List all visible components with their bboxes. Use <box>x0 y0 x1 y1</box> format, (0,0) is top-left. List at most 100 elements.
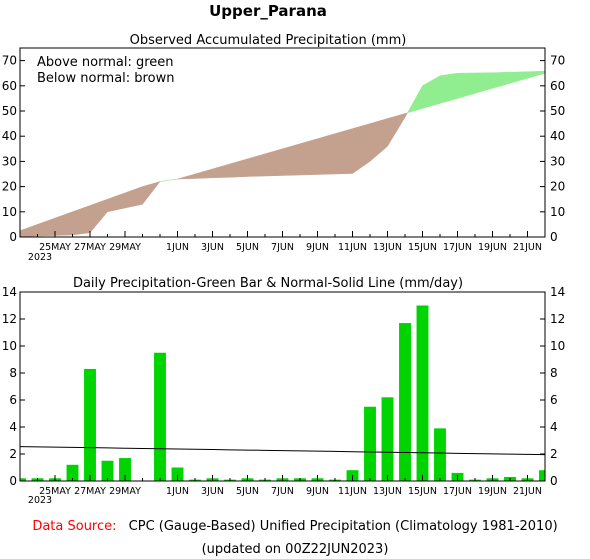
daily-x-label: 21JUN <box>513 486 542 497</box>
below-normal-area <box>404 112 409 119</box>
above-normal-area <box>439 72 458 104</box>
daily-bar <box>381 397 394 481</box>
accumulated-chart: Observed Accumulated Precipitation (mm) … <box>2 33 566 263</box>
accumulated-y-label-left: 0 <box>9 230 17 244</box>
daily-y-label-right: 8 <box>550 366 558 380</box>
above-normal-area <box>457 72 476 99</box>
daily-y-label-right: 10 <box>550 339 565 353</box>
daily-x-label: 7JUN <box>271 486 294 497</box>
accumulated-y-label-right: 20 <box>550 180 565 194</box>
below-normal-area <box>177 173 196 180</box>
accumulated-x-label: 9JUN <box>306 242 329 253</box>
accumulated-x-label: 15JUN <box>408 242 437 253</box>
accumulated-axes: 0 0 10 10 20 20 30 30 40 40 50 50 60 60 70 70 25MAY 27MAY… <box>2 54 566 253</box>
daily-x-label: 17JUN <box>443 486 472 497</box>
below-normal-area <box>124 186 143 209</box>
daily-y-label-left: 6 <box>9 393 17 407</box>
daily-chart-title: Daily Precipitation-Green Bar & Normal-S… <box>73 276 463 291</box>
daily-chart: Daily Precipitation-Green Bar & Normal-S… <box>2 276 566 506</box>
daily-bar <box>84 368 96 481</box>
below-normal-area <box>19 224 38 237</box>
below-normal-area <box>299 138 318 176</box>
daily-x-label: 27MAY <box>74 486 106 497</box>
below-normal-area <box>317 133 336 175</box>
accumulated-y-label-right: 10 <box>550 205 565 219</box>
below-normal-area <box>107 192 126 213</box>
below-normal-area <box>282 143 301 176</box>
accumulated-x-label: 25MAY <box>39 242 71 253</box>
accumulated-x-label: 29MAY <box>109 242 141 253</box>
daily-y-label-left: 2 <box>9 447 17 461</box>
page-title: Upper_Parana <box>209 2 327 20</box>
daily-y-label-right: 12 <box>550 312 565 326</box>
daily-bar <box>434 428 446 481</box>
daily-bar <box>101 460 114 481</box>
daily-x-label: 15JUN <box>408 486 437 497</box>
accumulated-y-label-left: 10 <box>2 205 17 219</box>
above-normal-area <box>159 178 178 182</box>
accumulated-y-label-left: 50 <box>2 104 17 118</box>
daily-bar <box>20 478 26 481</box>
daily-x-label: 11JUN <box>338 486 367 497</box>
accumulated-y-label-right: 30 <box>550 154 565 168</box>
daily-bar <box>119 458 131 481</box>
daily-bar <box>364 406 376 481</box>
daily-y-label-left: 0 <box>9 474 17 488</box>
legend-below-normal: Below normal: brown <box>37 71 174 86</box>
accumulated-x-label: 7JUN <box>271 242 294 253</box>
daily-bar-group <box>20 305 545 481</box>
accumulated-area-group <box>19 70 546 237</box>
daily-y-label-left: 8 <box>9 366 17 380</box>
accumulated-y-label-right: 60 <box>550 79 565 93</box>
accumulated-y-label-right: 40 <box>550 129 565 143</box>
above-normal-area <box>509 71 528 84</box>
above-normal-area <box>422 75 441 109</box>
daily-y-label-left: 4 <box>9 420 17 434</box>
below-normal-area <box>89 198 108 234</box>
legend-above-normal: Above normal: green <box>37 55 174 70</box>
updated-timestamp: (updated on 00Z22JUN2023) <box>202 542 389 557</box>
daily-x-label: 9JUN <box>306 486 329 497</box>
daily-y-label-left: 14 <box>2 285 17 299</box>
accumulated-x-label: 1JUN <box>166 242 189 253</box>
accumulated-x-label: 21JUN <box>513 242 542 253</box>
data-source-label: Data Source: <box>32 519 116 534</box>
data-source-text: CPC (Gauge-Based) Unified Precipitation … <box>129 519 558 534</box>
daily-y-label-right: 14 <box>550 285 565 299</box>
daily-bar <box>399 323 411 481</box>
below-normal-area <box>369 118 388 162</box>
above-normal-area <box>406 84 423 114</box>
daily-x-label: 29MAY <box>109 486 141 497</box>
accumulated-x-label: 17JUN <box>443 242 472 253</box>
daily-y-label-left: 12 <box>2 312 17 326</box>
daily-normal-line <box>19 446 546 456</box>
below-normal-area <box>194 168 213 179</box>
daily-bar <box>66 464 79 481</box>
below-normal-area <box>212 163 231 179</box>
below-normal-area <box>229 158 248 178</box>
daily-x-label: 1JUN <box>166 486 189 497</box>
above-normal-area <box>492 71 511 89</box>
accumulated-y-label-right: 50 <box>550 104 565 118</box>
accumulated-x-year-label: 2023 <box>28 252 52 263</box>
data-source-line: Data Source: CPC (Gauge-Based) Unified P… <box>32 519 557 534</box>
accumulated-y-label-left: 20 <box>2 180 17 194</box>
accumulated-x-label: 3JUN <box>201 242 224 253</box>
daily-x-label: 25MAY <box>39 486 71 497</box>
below-normal-area <box>72 205 91 236</box>
accumulated-y-label-left: 40 <box>2 129 17 143</box>
below-normal-area <box>352 123 371 174</box>
daily-x-label: 19JUN <box>478 486 507 497</box>
below-normal-area <box>334 128 353 175</box>
accumulated-x-label: 19JUN <box>478 242 507 253</box>
daily-x-label: 13JUN <box>373 486 402 497</box>
accumulated-x-label: 11JUN <box>338 242 367 253</box>
daily-y-label-right: 4 <box>550 420 558 434</box>
accumulated-x-label: 5JUN <box>236 242 259 253</box>
below-normal-area <box>37 217 56 237</box>
daily-y-label-right: 2 <box>550 447 558 461</box>
accumulated-x-label: 27MAY <box>74 242 106 253</box>
daily-axes: 0 0 2 2 4 4 6 6 8 8 10 10 12 12 14 14 25MAY 27MAY 29MAY 1JU… <box>2 285 566 497</box>
daily-plot-frame <box>19 291 546 482</box>
